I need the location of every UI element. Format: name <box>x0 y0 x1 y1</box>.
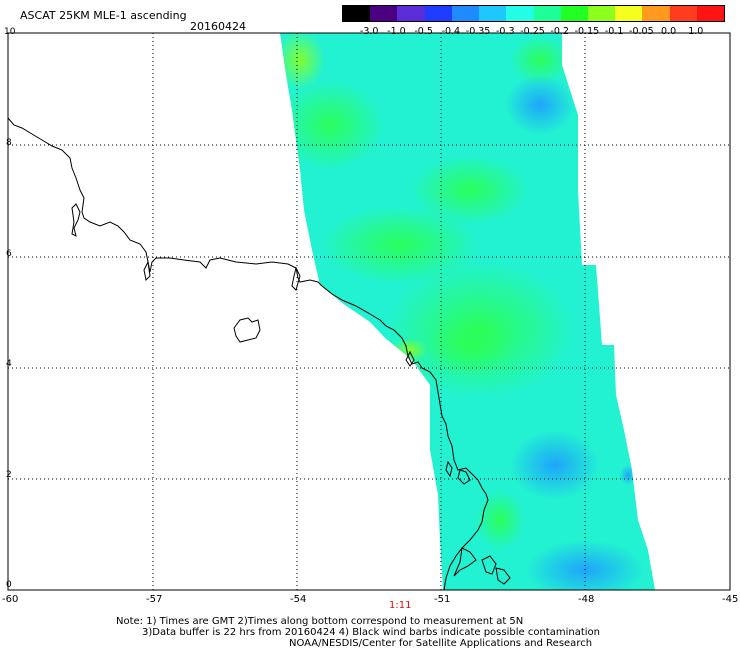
colorbar-swatch <box>642 6 670 21</box>
colorbar-swatch <box>506 6 534 21</box>
map-gridlines <box>8 33 730 590</box>
colorbar-swatch <box>669 6 697 21</box>
pass-time-label: 1:11 <box>389 600 412 611</box>
colorbar-label: 0.0 <box>661 26 677 37</box>
map-title: ASCAT 25KM MLE-1 ascending <box>20 9 187 22</box>
map-date: 20160424 <box>190 20 246 33</box>
lon-tick-label: -45 <box>722 594 739 605</box>
colorbar-label: -0.05 <box>629 26 654 37</box>
lat-tick-label: 10 <box>4 27 16 37</box>
colorbar-label: -0.2 <box>550 26 569 37</box>
colorbar-swatch <box>560 6 588 21</box>
coastline <box>7 117 511 591</box>
note-line-1: Note: 1) Times are GMT 2)Times along bot… <box>116 616 524 627</box>
colorbar-swatch <box>615 6 643 21</box>
map-frame <box>7 32 731 591</box>
lat-tick-label: 0 <box>6 580 12 590</box>
satellite-swath <box>280 33 655 590</box>
colorbar-swatch <box>696 6 725 21</box>
colorbar <box>342 5 725 22</box>
lon-tick-label: -60 <box>2 594 19 605</box>
lat-tick-label: 2 <box>6 470 12 480</box>
colorbar-label: -0.1 <box>604 26 624 37</box>
colorbar-swatch <box>533 6 561 21</box>
note-line-3: NOAA/NESDIS/Center for Satellite Applica… <box>289 638 593 649</box>
colorbar-swatch <box>397 6 425 21</box>
lon-tick-label: -51 <box>434 594 451 605</box>
colorbar-swatch <box>451 6 480 21</box>
colorbar-swatch <box>479 6 507 21</box>
colorbar-label: -3.0 <box>359 26 379 37</box>
colorbar-label: 1.0 <box>688 26 704 37</box>
colorbar-swatch <box>587 6 616 21</box>
colorbar-label: -0.4 <box>441 26 461 37</box>
lat-tick-label: 6 <box>6 249 12 259</box>
colorbar-label: -0.35 <box>465 26 491 37</box>
lat-tick-label: 8 <box>6 138 12 148</box>
colorbar-label: -0.15 <box>574 26 600 37</box>
lon-tick-label: -54 <box>290 594 307 605</box>
colorbar-swatch <box>424 6 452 21</box>
colorbar-label: -0.3 <box>496 26 515 37</box>
lon-tick-label: -48 <box>578 594 595 605</box>
colorbar-swatch <box>343 6 371 21</box>
lon-tick-label: -57 <box>146 594 163 605</box>
note-line-2: 3)Data buffer is 22 hrs from 20160424 4)… <box>142 627 600 638</box>
colorbar-label: -0.25 <box>520 26 545 37</box>
lat-tick-label: 4 <box>6 359 12 369</box>
colorbar-label: -1.0 <box>387 26 406 37</box>
colorbar-label: -0.5 <box>414 26 433 37</box>
colorbar-swatch <box>370 6 398 21</box>
